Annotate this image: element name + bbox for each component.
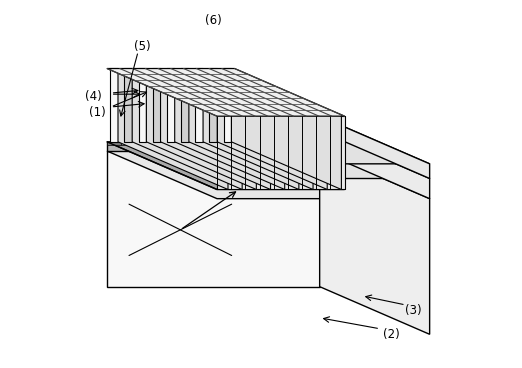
Polygon shape	[138, 68, 256, 116]
Polygon shape	[107, 142, 345, 190]
Polygon shape	[223, 68, 231, 142]
Polygon shape	[138, 68, 146, 142]
Polygon shape	[107, 151, 319, 287]
Polygon shape	[231, 68, 341, 190]
Polygon shape	[149, 142, 164, 145]
Polygon shape	[206, 142, 220, 145]
Polygon shape	[189, 68, 299, 190]
Polygon shape	[146, 68, 256, 190]
Polygon shape	[175, 68, 284, 190]
Polygon shape	[110, 68, 118, 142]
Polygon shape	[217, 116, 345, 190]
Polygon shape	[181, 68, 189, 142]
Polygon shape	[203, 68, 313, 190]
Polygon shape	[209, 68, 327, 116]
Polygon shape	[167, 68, 175, 142]
Polygon shape	[217, 68, 327, 190]
Polygon shape	[160, 131, 430, 178]
Polygon shape	[195, 68, 203, 142]
Polygon shape	[110, 68, 228, 116]
Polygon shape	[195, 68, 313, 116]
Polygon shape	[118, 68, 228, 190]
Polygon shape	[209, 68, 217, 142]
Text: (1): (1)	[89, 106, 106, 119]
Polygon shape	[160, 131, 319, 151]
Text: (4): (4)	[85, 89, 102, 103]
Polygon shape	[319, 151, 430, 334]
Text: (6): (6)	[205, 14, 222, 27]
Polygon shape	[107, 142, 234, 151]
Text: (5): (5)	[134, 40, 150, 53]
Polygon shape	[124, 68, 242, 116]
Polygon shape	[121, 142, 135, 145]
Polygon shape	[124, 68, 132, 142]
Polygon shape	[153, 68, 161, 142]
Polygon shape	[319, 131, 430, 199]
Polygon shape	[208, 116, 430, 164]
Polygon shape	[135, 142, 149, 145]
Polygon shape	[153, 68, 270, 116]
Polygon shape	[167, 68, 284, 116]
Polygon shape	[161, 68, 270, 190]
Text: (2): (2)	[383, 328, 399, 341]
Polygon shape	[107, 142, 121, 145]
Polygon shape	[132, 68, 242, 190]
Polygon shape	[107, 68, 345, 116]
Text: (3): (3)	[405, 304, 421, 317]
Polygon shape	[192, 142, 206, 145]
Polygon shape	[178, 142, 192, 145]
Polygon shape	[164, 142, 178, 145]
Polygon shape	[220, 142, 234, 145]
Polygon shape	[107, 151, 430, 199]
Polygon shape	[223, 68, 341, 116]
Polygon shape	[208, 116, 319, 131]
Polygon shape	[181, 68, 299, 116]
Polygon shape	[319, 116, 430, 178]
